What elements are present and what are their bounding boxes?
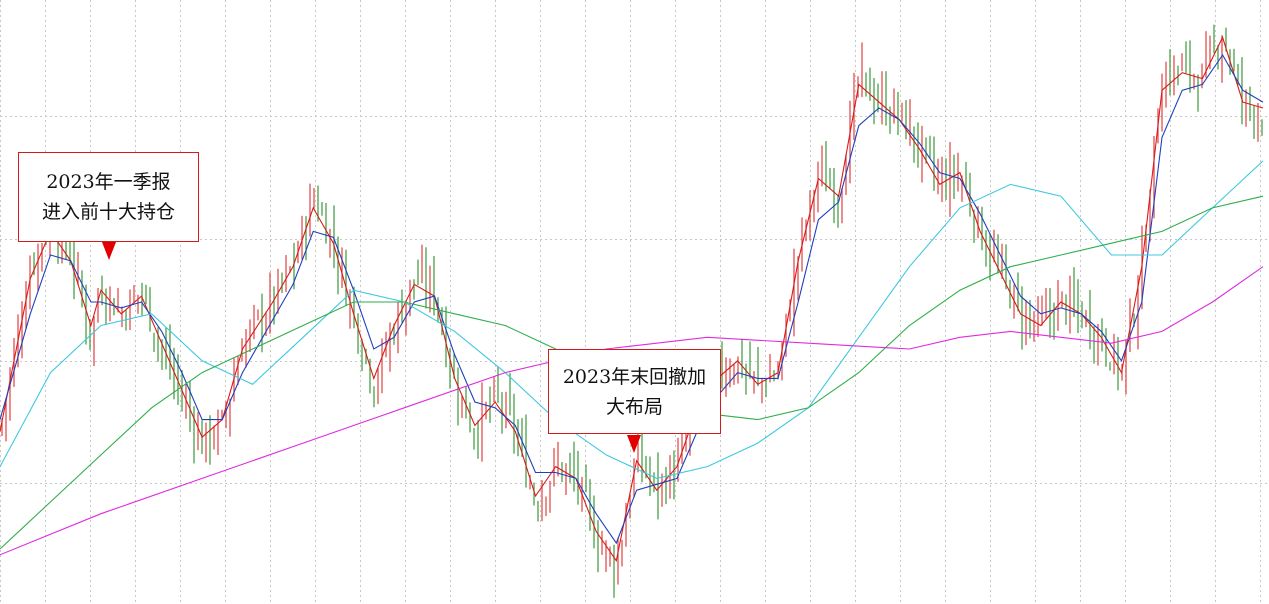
annotation-line: 2023年末回撤加	[562, 365, 707, 388]
annotation-year-end: 2023年末回撤加 大布局	[548, 349, 721, 434]
annotation-line: 进入前十大持仓	[41, 201, 175, 223]
annotation-q1-report: 2023年一季报 进入前十大持仓	[18, 152, 199, 242]
series-line-1	[0, 53, 1264, 545]
series-line-4	[0, 266, 1264, 556]
annotation-line: 2023年一季报	[46, 171, 171, 193]
candlesticks	[1, 24, 1263, 598]
marker-triangle	[102, 242, 116, 260]
series-line-2	[0, 160, 1264, 479]
annotation-line: 大布局	[605, 395, 663, 418]
marker-triangle	[627, 435, 641, 453]
